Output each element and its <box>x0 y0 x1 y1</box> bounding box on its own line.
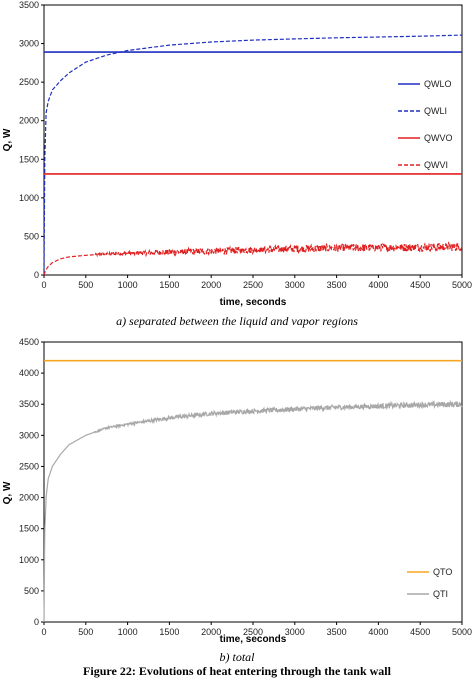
tick-layer: 0 500 1000 1500 2000 2500 3000 3500 4000 4500 5000… <box>19 0 472 290</box>
chart-a: 0 500 1000 1500 2000 2500 3000 3500 4000 4500 5000… <box>2 0 472 308</box>
legend-label-qwli: QWLI <box>424 106 447 116</box>
y-tick-label: 1000 <box>19 193 39 203</box>
legend-label-qwvo: QWVO <box>424 133 453 143</box>
x-tick-label: 2000 <box>201 280 221 290</box>
legend-label-qti: QTI <box>433 589 448 599</box>
caption-a: a) separated between the liquid and vapo… <box>116 314 358 328</box>
x-tick-label: 1500 <box>159 280 179 290</box>
x-axis-title: time, seconds <box>220 297 287 308</box>
x-tick-label: 2000 <box>201 627 221 637</box>
series-qwvi <box>43 241 463 276</box>
x-tick-label: 4500 <box>410 280 430 290</box>
x-tick-label: 0 <box>41 627 46 637</box>
figure-caption: Figure 22: Evolutions of heat entering t… <box>83 664 391 678</box>
y-tick-label: 0 <box>34 270 39 280</box>
series-qwli <box>43 34 463 276</box>
y-tick-label: 2000 <box>19 493 39 503</box>
series-layer <box>43 34 463 276</box>
y-tick-label: 1500 <box>19 154 39 164</box>
legend: QWLO QWLI QWVO QWVI <box>398 79 453 170</box>
x-tick-label: 3500 <box>327 280 347 290</box>
y-tick-label: 500 <box>24 231 39 241</box>
legend: QTO QTI <box>407 567 452 599</box>
x-tick-label: 4500 <box>410 627 430 637</box>
x-tick-label: 3500 <box>327 627 347 637</box>
x-tick-label: 500 <box>78 280 93 290</box>
plot-area-border <box>43 4 463 276</box>
y-tick-label: 3000 <box>19 430 39 440</box>
y-axis-title: Q, W <box>2 481 13 504</box>
chart-b: 0 500 1000 1500 2000 2500 3000 3500 4000 4500 5000… <box>2 338 472 645</box>
y-tick-label: 3000 <box>19 39 39 49</box>
x-tick-label: 4000 <box>368 627 388 637</box>
y-tick-label: 0 <box>34 617 39 627</box>
y-tick-label: 2500 <box>19 77 39 87</box>
x-tick-label: 3000 <box>285 280 305 290</box>
y-axis-title: Q, W <box>2 128 13 151</box>
x-tick-label: 1000 <box>118 627 138 637</box>
x-tick-label: 2500 <box>243 627 263 637</box>
y-tick-label: 4000 <box>19 368 39 378</box>
y-tick-label: 4500 <box>19 338 39 347</box>
x-tick-label: 0 <box>41 280 46 290</box>
y-tick-label: 3500 <box>19 399 39 409</box>
x-axis-title: time, seconds <box>220 634 287 645</box>
y-tick-label: 500 <box>24 586 39 596</box>
plot-area-border <box>43 341 463 623</box>
tick-layer: 0 500 1000 1500 2000 2500 3000 3500 4000 4500 5000… <box>19 338 472 637</box>
y-tick-label: 3500 <box>19 0 39 10</box>
x-tick-label: 3000 <box>285 627 305 637</box>
series-layer <box>43 359 463 623</box>
x-tick-label: 4000 <box>368 280 388 290</box>
x-tick-label: 5000 <box>452 280 472 290</box>
y-tick-label: 2500 <box>19 461 39 471</box>
x-tick-label: 500 <box>78 627 93 637</box>
x-tick-label: 2500 <box>243 280 263 290</box>
series-qti <box>43 399 463 623</box>
x-tick-label: 1500 <box>159 627 179 637</box>
y-tick-label: 1000 <box>19 555 39 565</box>
y-tick-label: 1500 <box>19 524 39 534</box>
legend-label-qwvi: QWVI <box>424 160 448 170</box>
x-tick-label: 5000 <box>452 627 472 637</box>
legend-label-qwlo: QWLO <box>424 79 452 89</box>
y-tick-label: 2000 <box>19 116 39 126</box>
x-tick-label: 1000 <box>118 280 138 290</box>
caption-b: b) total <box>219 650 255 664</box>
legend-label-qto: QTO <box>433 567 452 577</box>
